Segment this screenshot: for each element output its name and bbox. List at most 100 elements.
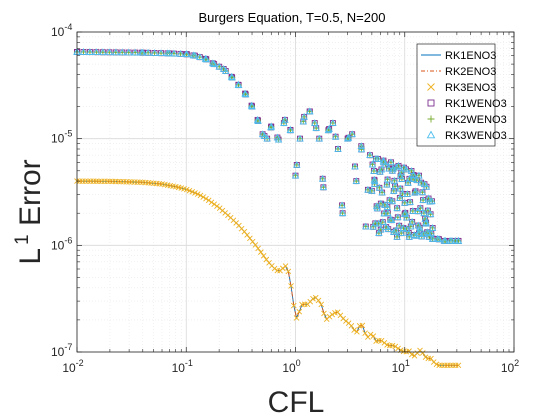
data-point-rk3weno3: [371, 219, 380, 227]
x-tick-label-exponent: 0: [296, 358, 301, 368]
legend-label-rk2weno3: RK2WENO3: [445, 114, 507, 126]
data-point-rk3weno3: [396, 194, 404, 201]
legend-label-rk1weno3: RK1WENO3: [445, 98, 507, 110]
data-point-rk3weno3: [364, 185, 372, 193]
x-tick-label: 10-2: [62, 358, 83, 375]
data-point-rk3weno3: [428, 197, 436, 205]
data-point-rk3eno3: [428, 355, 434, 362]
data-point-rk3weno3: [405, 174, 414, 182]
y-tick-label-base: 10: [51, 345, 65, 359]
x-axis-label: CFL: [268, 386, 325, 419]
plot-data: [73, 48, 463, 369]
data-point-rk3weno3: [366, 151, 374, 159]
data-point-rk3eno3: [211, 201, 218, 208]
data-point-rk3eno3: [315, 297, 322, 304]
data-point-rk3eno3: [406, 348, 412, 354]
data-point-rk3weno3: [183, 50, 191, 58]
data-point-rk3weno3: [368, 186, 376, 194]
data-point-rk3weno3: [380, 209, 388, 217]
data-point-rk3weno3: [454, 236, 463, 244]
data-point-rk3eno3: [296, 308, 303, 315]
data-point-rk3weno3: [202, 55, 211, 63]
y-tick-label-exponent: -6: [64, 235, 72, 245]
data-point-rk3eno3: [367, 331, 374, 338]
data-point-rk3weno3: [118, 48, 127, 56]
data-point-rk3weno3: [383, 203, 392, 210]
x-tick-label: 10-1: [172, 358, 193, 375]
data-point-rk3weno3: [441, 236, 450, 244]
legend-marker-rk3weno3: [426, 130, 436, 139]
data-point-rk3weno3: [267, 123, 275, 131]
data-point-rk3eno3: [348, 323, 355, 329]
data-point-rk3weno3: [208, 59, 217, 67]
y-tick-label-exponent: -4: [64, 22, 72, 32]
y-tick-label-exponent: -5: [64, 129, 72, 139]
x-tick-label: 100: [282, 358, 300, 375]
data-point-rk3eno3: [214, 203, 220, 210]
data-point-rk3weno3: [419, 196, 427, 203]
data-point-rk3weno3: [273, 133, 282, 141]
data-point-rk3weno3: [157, 49, 165, 57]
data-point-rk3weno3: [291, 171, 300, 179]
data-point-rk3weno3: [399, 224, 408, 231]
data-point-rk3weno3: [395, 221, 403, 229]
data-point-rk3weno3: [375, 229, 383, 237]
data-point-rk3weno3: [408, 218, 416, 225]
data-point-rk3weno3: [391, 182, 399, 190]
legend-label-rk3weno3: RK3WENO3: [445, 130, 507, 142]
data-point-rk3weno3: [402, 213, 411, 221]
data-point-rk3eno3: [293, 315, 300, 321]
data-point-rk3eno3: [271, 265, 278, 272]
data-point-rk3eno3: [260, 253, 267, 259]
data-point-rk3weno3: [228, 73, 236, 81]
data-point-rk3weno3: [401, 208, 410, 216]
chart-title: Burgers Equation, T=0.5, N=200: [199, 10, 386, 25]
data-point-rk3weno3: [393, 204, 401, 212]
data-point-rk3weno3: [417, 178, 425, 186]
x-tick-label-base: 10: [172, 361, 186, 375]
data-point-rk3weno3: [394, 213, 402, 221]
data-point-rk3eno3: [354, 329, 360, 335]
x-tick-label-base: 10: [501, 361, 515, 375]
data-point-rk3weno3: [189, 51, 198, 59]
data-point-rk3weno3: [196, 53, 204, 61]
data-point-rk3eno3: [255, 245, 261, 252]
data-point-rk3weno3: [312, 124, 320, 131]
data-point-rk3weno3: [234, 81, 243, 88]
data-point-rk3weno3: [393, 232, 401, 240]
data-point-rk3weno3: [410, 231, 418, 238]
legend-box: [416, 43, 496, 147]
data-point-rk3weno3: [221, 67, 230, 74]
legend-label-rk2eno3: RK2ENO3: [445, 66, 496, 78]
data-point-rk3weno3: [351, 162, 359, 170]
data-point-rk3weno3: [377, 165, 386, 173]
data-point-rk3weno3: [210, 60, 218, 67]
data-point-rk3weno3: [170, 49, 178, 57]
data-point-rk3eno3: [329, 311, 336, 318]
data-point-rk3weno3: [389, 228, 398, 235]
data-point-rk3weno3: [124, 48, 133, 56]
data-point-rk3weno3: [163, 49, 172, 57]
y-tick-label-exponent: -7: [64, 342, 72, 352]
data-point-rk3weno3: [112, 48, 120, 56]
data-point-rk3weno3: [423, 228, 431, 236]
data-point-rk3weno3: [417, 232, 426, 240]
data-point-rk3weno3: [419, 230, 428, 238]
data-point-rk3weno3: [406, 198, 414, 206]
legend-marker-rk1weno3: [427, 99, 435, 107]
data-point-rk3weno3: [92, 48, 101, 56]
legend-label-rk3eno3: RK3ENO3: [445, 82, 496, 94]
data-point-rk3weno3: [385, 164, 393, 172]
data-point-rk3weno3: [247, 101, 256, 109]
y-axis-label-main: L: [14, 248, 47, 265]
data-point-rk3weno3: [319, 183, 328, 191]
legend-label-rk1eno3: RK1ENO3: [445, 50, 496, 62]
data-point-rk3weno3: [394, 161, 403, 169]
data-point-rk3weno3: [137, 48, 146, 56]
data-point-rk3eno3: [422, 354, 429, 360]
data-point-rk3weno3: [334, 145, 342, 152]
data-point-rk3weno3: [418, 188, 427, 196]
tick-marks: [76, 31, 515, 353]
data-point-rk3weno3: [131, 48, 139, 56]
data-point-rk3weno3: [150, 49, 159, 56]
